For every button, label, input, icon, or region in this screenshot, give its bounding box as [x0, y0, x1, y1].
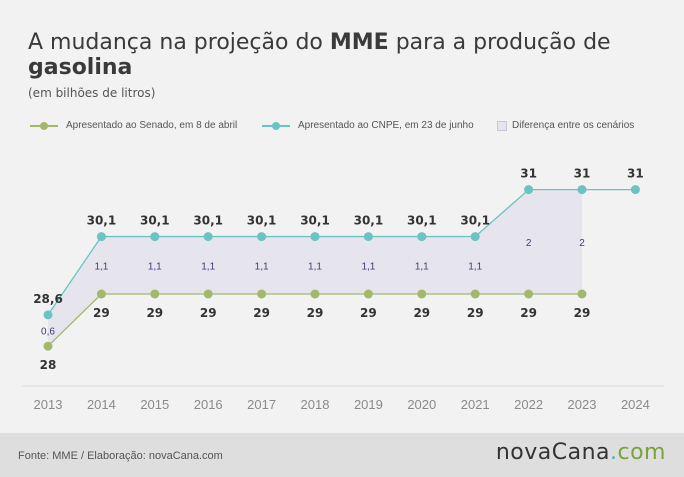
point-cnpe-2015 — [150, 232, 160, 242]
point-cnpe-2020 — [417, 232, 427, 242]
x-tick-label-2021: 2021 — [461, 397, 490, 412]
series-line-senado — [47, 293, 582, 347]
x-tick-label-2022: 2022 — [514, 397, 543, 412]
data-label-senado-2020: 29 — [413, 306, 430, 320]
legend-item-cnpe: Apresentado ao CNPE, em 23 de junho — [262, 120, 474, 131]
legend-senado-label: Apresentado ao Senado, em 8 de abril — [66, 120, 238, 131]
point-cnpe-2022 — [524, 185, 534, 195]
x-tick-label-2013: 2013 — [34, 397, 63, 412]
data-label-cnpe-2024: 31 — [627, 167, 644, 181]
series-line-cnpe — [47, 188, 636, 316]
point-cnpe-2019 — [363, 232, 373, 242]
point-cnpe-2024 — [630, 185, 640, 195]
point-cnpe-2014 — [96, 232, 106, 242]
legend-item-senado: Apresentado ao Senado, em 8 de abril — [30, 120, 237, 131]
data-label-senado-2017: 29 — [253, 306, 270, 320]
chart-subtitle: (em bilhões de litros) — [28, 86, 156, 100]
x-tick-label-2020: 2020 — [407, 397, 436, 412]
logo-dot: . — [610, 440, 618, 465]
point-senado-2017 — [257, 289, 267, 299]
data-label-senado-2013: 28 — [40, 358, 57, 372]
legend-cnpe-label: Apresentado ao CNPE, em 23 de junho — [298, 120, 474, 131]
point-senado-2019 — [363, 289, 373, 299]
data-label-cnpe-2020: 30,1 — [407, 214, 437, 228]
point-senado-2013 — [43, 341, 53, 351]
legend-cnpe-dot — [272, 121, 280, 130]
title-part2: para a produção de — [388, 30, 611, 55]
difference-label-2022: 2 — [526, 238, 532, 249]
data-label-cnpe-2021: 30,1 — [460, 214, 490, 228]
x-tick-label-2017: 2017 — [247, 397, 276, 412]
point-senado-2021 — [470, 289, 480, 299]
difference-label-2019: 1,1 — [361, 261, 375, 272]
data-label-senado-2019: 29 — [360, 306, 377, 320]
data-label-cnpe-2014: 30,1 — [87, 214, 117, 228]
point-senado-2016 — [203, 289, 213, 299]
title-part1: A mudança na projeção do — [28, 30, 330, 55]
legend-item-difference: Diferença entre os cenários — [497, 120, 634, 131]
point-senado-2020 — [417, 289, 427, 299]
legend-difference-swatch — [497, 120, 507, 131]
x-tick-label-2023: 2023 — [568, 397, 597, 412]
point-cnpe-2016 — [203, 232, 213, 242]
data-label-senado-2014: 29 — [93, 306, 110, 320]
data-label-senado-2015: 29 — [146, 306, 163, 320]
difference-label-2016: 1,1 — [201, 261, 215, 272]
chart-title: A mudança na projeção do MME para a prod… — [28, 30, 668, 80]
data-label-senado-2023: 29 — [574, 306, 591, 320]
data-label-senado-2016: 29 — [200, 306, 217, 320]
logo-com: com — [617, 440, 666, 465]
difference-label-2018: 1,1 — [308, 261, 322, 272]
x-tick-label-2016: 2016 — [194, 397, 223, 412]
title-bold1: MME — [329, 30, 389, 55]
x-tick-label-2018: 2018 — [301, 397, 330, 412]
legend-cnpe-line — [262, 121, 290, 130]
point-senado-2022 — [524, 289, 534, 299]
data-label-cnpe-2017: 30,1 — [247, 214, 277, 228]
point-senado-2015 — [150, 289, 160, 299]
x-tick-label-2024: 2024 — [621, 397, 650, 412]
difference-label-2015: 1,1 — [148, 261, 162, 272]
point-cnpe-2017 — [257, 232, 267, 242]
legend-senado-line — [30, 121, 58, 130]
footer: Fonte: MME / Elaboração: novaCana.com no… — [0, 433, 684, 477]
difference-area — [48, 189, 582, 347]
x-tick-label-2014: 2014 — [87, 397, 116, 412]
data-label-cnpe-2023: 31 — [574, 167, 591, 181]
novacana-logo: novaCana.com — [496, 440, 666, 465]
legend-senado-dot — [40, 121, 48, 130]
data-label-senado-2022: 29 — [520, 306, 537, 320]
legend: Apresentado ao Senado, em 8 de abril Apr… — [30, 120, 670, 136]
data-label-cnpe-2016: 30,1 — [193, 214, 223, 228]
point-cnpe-2023 — [577, 185, 587, 195]
difference-label-2017: 1,1 — [255, 261, 269, 272]
x-tick-label-2015: 2015 — [140, 397, 169, 412]
data-label-cnpe-2018: 30,1 — [300, 214, 330, 228]
data-label-cnpe-2013: 28,6 — [33, 292, 63, 306]
data-label-senado-2018: 29 — [307, 306, 324, 320]
title-bold2: gasolina — [28, 55, 133, 80]
logo-main: novaCana — [495, 440, 610, 465]
source-text: Fonte: MME / Elaboração: novaCana.com — [18, 450, 223, 462]
point-cnpe-2018 — [310, 232, 320, 242]
x-tick-label-2019: 2019 — [354, 397, 383, 412]
difference-label-2013: 0,6 — [41, 327, 55, 338]
point-cnpe-2013 — [43, 310, 53, 320]
point-senado-2014 — [96, 289, 106, 299]
point-senado-2018 — [310, 289, 320, 299]
data-label-cnpe-2022: 31 — [520, 167, 537, 181]
point-senado-2023 — [577, 289, 587, 299]
point-cnpe-2021 — [470, 232, 480, 242]
legend-difference-label: Diferença entre os cenários — [512, 120, 635, 131]
difference-label-2023: 2 — [579, 238, 585, 249]
data-label-cnpe-2019: 30,1 — [354, 214, 384, 228]
difference-label-2020: 1,1 — [415, 261, 429, 272]
chart-plot: 28 29 29 29 29 29 29 29 29 29 29 28,6 30,1 30,1 30,1 30… — [22, 167, 664, 412]
data-label-cnpe-2015: 30,1 — [140, 214, 170, 228]
difference-label-2021: 1,1 — [468, 261, 482, 272]
difference-label-2014: 1,1 — [94, 261, 108, 272]
data-label-senado-2021: 29 — [467, 306, 484, 320]
